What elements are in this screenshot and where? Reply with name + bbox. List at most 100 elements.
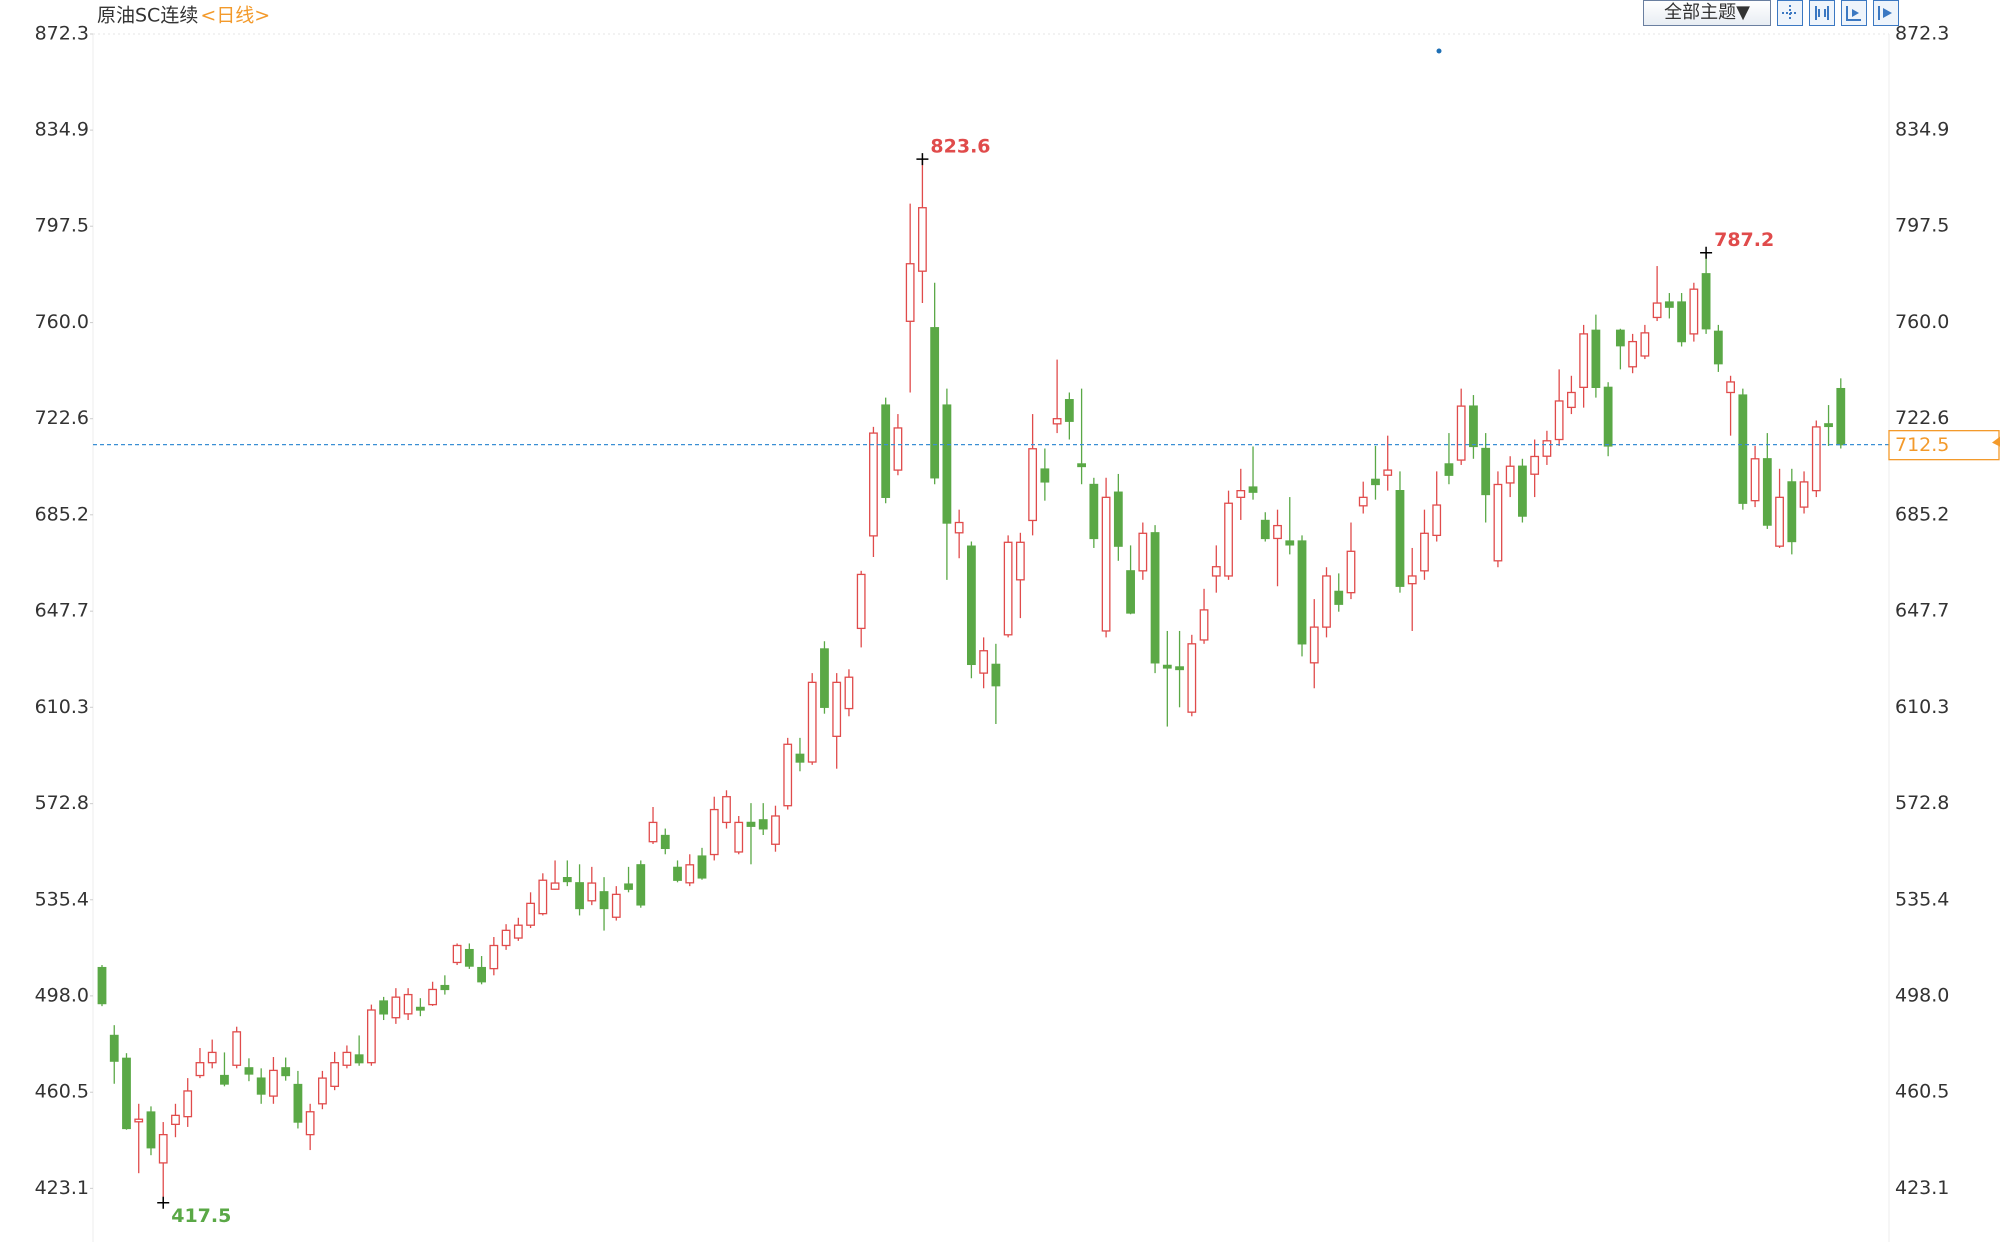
candle-body <box>991 663 1001 687</box>
candle-body <box>1138 532 1148 572</box>
candle-body <box>783 743 793 807</box>
y-tick-label: 423.1 <box>35 1177 89 1199</box>
candle-body <box>428 988 438 1006</box>
icon <box>1846 6 1861 21</box>
candle-body <box>1334 590 1344 605</box>
candle-body <box>1689 288 1699 335</box>
play-button[interactable] <box>1841 0 1867 26</box>
candle-body <box>281 1067 291 1077</box>
crosshair-button[interactable] <box>1777 0 1803 26</box>
y-tick-label: 797.5 <box>35 215 89 237</box>
y-tick-label-right: 498.0 <box>1895 984 1949 1006</box>
y-tick-label-right: 460.5 <box>1895 1081 1949 1103</box>
candle-body <box>575 882 584 910</box>
y-tick-label: 760.0 <box>35 311 89 333</box>
candle-body <box>648 821 658 843</box>
candle-body <box>1077 463 1086 468</box>
extreme-marker <box>1700 246 1713 259</box>
candle-body <box>183 1090 193 1118</box>
icon <box>1782 5 1798 21</box>
candle-body <box>1407 575 1417 585</box>
candle-body <box>501 929 511 947</box>
candle-body <box>146 1111 156 1149</box>
candle-body <box>403 993 413 1015</box>
candle-body <box>1799 481 1809 508</box>
y-tick-label-right: 572.8 <box>1895 792 1949 814</box>
candle-body <box>930 327 940 479</box>
candle-body <box>1175 666 1184 671</box>
candle-body <box>293 1083 303 1123</box>
candle-body <box>636 864 646 906</box>
candle-body <box>1199 609 1209 641</box>
forward-button[interactable] <box>1873 0 1899 26</box>
y-tick-label-right: 722.6 <box>1895 407 1949 429</box>
y-tick-label-right: 423.1 <box>1895 1177 1949 1199</box>
candle-body <box>966 545 976 666</box>
candle-body <box>954 521 964 534</box>
candle-body <box>269 1069 278 1097</box>
candle-body <box>1187 643 1197 713</box>
candle-body <box>538 879 548 915</box>
candle-body <box>1493 483 1503 562</box>
y-tick-label-right: 610.3 <box>1895 696 1949 718</box>
candle-body <box>452 944 462 964</box>
candle-body <box>1052 418 1062 425</box>
y-tick-label: 498.0 <box>35 984 89 1006</box>
candle-body <box>1371 478 1380 486</box>
y-tick-label: 834.9 <box>35 119 89 141</box>
candle-body <box>158 1133 168 1164</box>
candle-body <box>1591 329 1601 388</box>
candle-body <box>893 427 903 471</box>
candle-body <box>758 819 768 830</box>
candle-body <box>305 1111 315 1136</box>
current-price-label: 712.5 <box>1895 434 1949 456</box>
candle-body <box>1346 550 1356 594</box>
y-tick-label-right: 647.7 <box>1895 600 1949 622</box>
candle-body <box>807 681 817 763</box>
candle-body <box>1322 575 1331 628</box>
candle-body <box>869 432 878 537</box>
candle-body <box>1383 469 1393 476</box>
candle-body <box>1089 483 1099 540</box>
current-price-box <box>1888 430 2000 461</box>
candle-body <box>1615 329 1625 347</box>
candle-body <box>856 573 866 630</box>
y-tick-label: 535.4 <box>35 888 89 910</box>
icon <box>1878 6 1892 20</box>
candle-body <box>1003 541 1013 636</box>
zoom-button[interactable] <box>1809 0 1835 26</box>
candle-body <box>342 1051 352 1066</box>
y-tick-label-right: 834.9 <box>1895 119 1949 141</box>
candle-body <box>379 1000 389 1015</box>
candle-body <box>1211 566 1221 577</box>
candle-body <box>1738 394 1748 504</box>
candle-body <box>587 882 597 902</box>
candle-body <box>318 1077 327 1105</box>
candle-body <box>97 966 107 1005</box>
candle-body <box>1530 455 1540 475</box>
candle-body <box>1028 448 1038 522</box>
candle-body <box>734 821 744 853</box>
candle-body <box>1358 496 1368 507</box>
candle-body <box>550 882 560 890</box>
candle-body <box>232 1031 242 1066</box>
y-tick-label: 610.3 <box>35 696 89 718</box>
candle-body <box>1836 387 1846 446</box>
candle-body <box>1481 447 1491 496</box>
theme-button[interactable]: 全部主题▼ <box>1643 0 1771 26</box>
icon <box>1815 6 1829 20</box>
y-tick-label: 647.7 <box>35 600 89 622</box>
candle-body <box>109 1034 119 1062</box>
candle-body <box>256 1077 266 1095</box>
candle-body <box>489 944 499 970</box>
candle-body <box>844 676 854 710</box>
candle-body <box>1297 540 1307 645</box>
candle-body <box>673 866 682 881</box>
candle-body <box>1824 423 1833 428</box>
candle-body <box>1775 496 1784 547</box>
y-tick-label: 872.3 <box>35 23 89 45</box>
candle-body <box>1701 273 1711 330</box>
candle-body <box>1762 458 1772 526</box>
candle-body <box>1628 340 1638 368</box>
candle-body <box>526 902 535 926</box>
